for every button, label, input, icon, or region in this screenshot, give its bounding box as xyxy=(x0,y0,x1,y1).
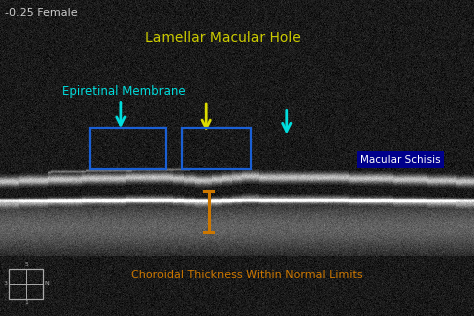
Text: N: N xyxy=(45,281,49,286)
Text: Macular Schisis: Macular Schisis xyxy=(360,155,441,165)
Bar xyxy=(90,128,166,169)
Text: Lamellar Macular Hole: Lamellar Macular Hole xyxy=(145,31,301,45)
Bar xyxy=(9,269,43,299)
Text: 3: 3 xyxy=(4,281,8,286)
Bar xyxy=(182,128,251,169)
Text: Epiretinal Membrane: Epiretinal Membrane xyxy=(62,85,185,98)
Text: 1: 1 xyxy=(24,300,28,305)
Text: 5: 5 xyxy=(24,262,28,267)
Text: -0.25 Female: -0.25 Female xyxy=(5,8,77,18)
Text: Choroidal Thickness Within Normal Limits: Choroidal Thickness Within Normal Limits xyxy=(131,270,362,280)
